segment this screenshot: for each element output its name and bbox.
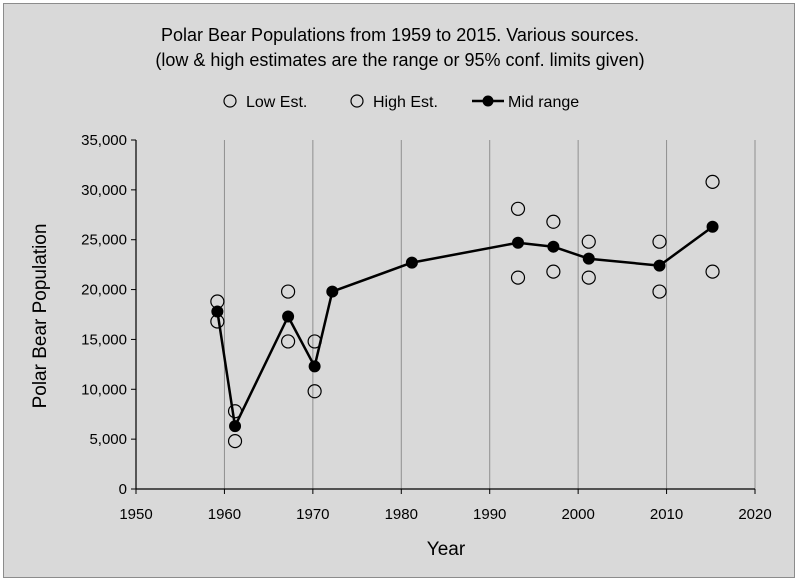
- chart-title: Polar Bear Populations from 1959 to 2015…: [161, 25, 639, 45]
- high-est-point: [546, 214, 561, 229]
- y-tick-label: 10,000: [81, 381, 127, 398]
- legend-mid-label: Mid range: [508, 94, 579, 111]
- low-est-point: [307, 384, 322, 399]
- mid-range-point: [582, 252, 595, 265]
- mid-range-point: [706, 220, 719, 233]
- legend: Low Est. High Est. Mid range: [223, 94, 579, 111]
- y-axis-label: Polar Bear Population: [30, 224, 51, 409]
- y-tick-label: 35,000: [81, 132, 127, 149]
- x-tick-label: 1960: [208, 506, 241, 523]
- mid-range-point: [547, 240, 560, 253]
- mid-range-point: [653, 259, 666, 272]
- x-tick-label: 2000: [561, 506, 594, 523]
- mid-range-point: [405, 256, 418, 269]
- x-axis-label: Year: [427, 539, 466, 560]
- high-est-point: [227, 404, 243, 419]
- low-est-point: [581, 270, 596, 285]
- high-est-point: [510, 201, 526, 216]
- y-tick-label: 0: [119, 481, 127, 498]
- legend-low-marker: [223, 94, 237, 108]
- mid-range-point: [211, 305, 224, 318]
- chart-subtitle: (low & high estimates are the range or 9…: [155, 50, 644, 70]
- legend-mid-marker: [482, 95, 494, 107]
- legend-high-marker: [350, 94, 364, 108]
- y-tick-label: 20,000: [81, 282, 127, 299]
- y-tick-label: 5,000: [89, 431, 127, 448]
- mid-range-point: [326, 285, 339, 298]
- mid-range-point: [229, 420, 242, 433]
- high-est-point: [307, 334, 322, 349]
- low-est-point: [227, 434, 243, 449]
- x-tick-label: 2010: [650, 506, 683, 523]
- high-est-point: [280, 284, 296, 299]
- y-tick-label: 15,000: [81, 331, 127, 348]
- legend-low-label: Low Est.: [246, 94, 307, 111]
- legend-high-label: High Est.: [373, 94, 438, 111]
- low-est-point: [652, 284, 667, 299]
- chart-area: [3, 3, 795, 578]
- mid-range-point: [512, 236, 525, 249]
- x-tick-label: 1980: [385, 506, 418, 523]
- x-tick-label: 1950: [119, 506, 152, 523]
- mid-range-line: [216, 225, 714, 428]
- low-est-point: [510, 270, 526, 285]
- low-est-point: [705, 264, 720, 279]
- x-tick-label: 2020: [738, 506, 771, 523]
- y-tick-label: 25,000: [81, 232, 127, 249]
- high-est-point: [705, 174, 720, 189]
- x-tick-label: 1970: [296, 506, 329, 523]
- high-est-point: [581, 234, 596, 249]
- mid-range-point: [282, 310, 295, 323]
- low-est-point: [280, 334, 296, 349]
- mid-range-point: [308, 360, 321, 373]
- low-est-point: [546, 264, 561, 279]
- y-tick-label: 30,000: [81, 182, 127, 199]
- high-est-point: [652, 234, 667, 249]
- x-tick-label: 1990: [473, 506, 506, 523]
